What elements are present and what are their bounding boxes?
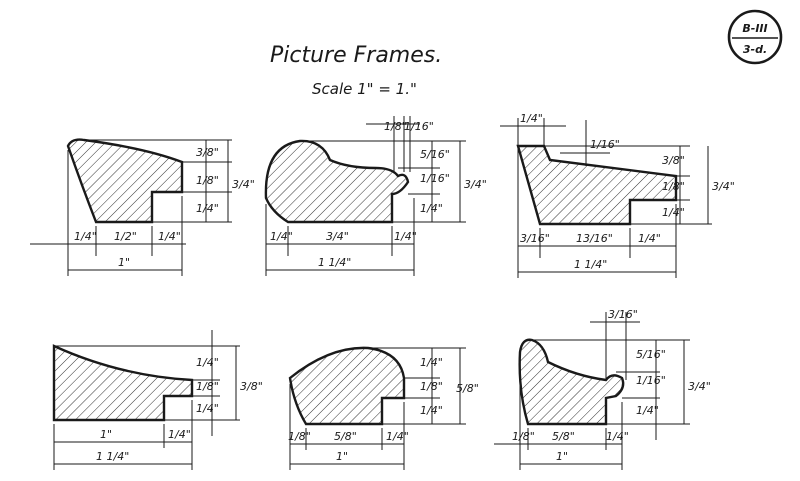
frame-4-dim-7: 1 1/4" (96, 450, 129, 463)
frame-4-dim-1: 1/4" (196, 356, 219, 369)
frame-5-dim-3: 1/4" (420, 404, 443, 417)
frame-4-profile (52, 344, 194, 422)
frame-6-dim-7: 5/8" (552, 430, 575, 443)
frame-3-dim-1: 1/4" (520, 112, 543, 125)
frame-5-dim-8: 1" (336, 450, 348, 463)
frame-4-dim-5: 1" (100, 428, 112, 441)
frame-4-dim-6: 1/4" (168, 428, 191, 441)
frame-3-dim-6: 1 1/4" (574, 258, 607, 271)
frame-2-dim-7: 5/16" (420, 148, 450, 161)
frame-4-dim-3: 1/4" (196, 402, 219, 415)
figure-frame-5: 1/4" 1/8" 1/4" 5/8" 1/8" 5/8" 1/4" 1" (288, 346, 479, 470)
frame-5-dim-7: 1/4" (386, 430, 409, 443)
frame-1-dim-1: 1/4" (74, 230, 97, 243)
frame-1-dim-5: 3/8" (196, 146, 219, 159)
frame-1-profile (66, 138, 184, 224)
plate-number-bottom: 3-d. (743, 43, 767, 56)
frame-1-dim-8: 3/4" (232, 178, 255, 191)
frame-6-dim-2: 5/16" (636, 348, 666, 361)
frame-2-dim-4: 3/4" (326, 230, 349, 243)
frame-2-dim-8: 1/16" (420, 172, 450, 185)
frame-5-dim-1: 1/4" (420, 356, 443, 369)
frame-2-dim-3: 1/4" (270, 230, 293, 243)
frame-2-dim-2: 1/16" (404, 120, 434, 133)
frame-6-dim-8: 1/4" (606, 430, 629, 443)
figure-frame-4: 1/4" 1/8" 1/4" 3/8" 1" 1/4" 1 1/4" (52, 330, 263, 470)
frame-3-dim-5: 1/4" (638, 232, 661, 245)
page-title: Picture Frames. (270, 43, 442, 68)
frame-2-dim-9: 1/4" (420, 202, 443, 215)
plate-badge: B-III 3-d. (727, 9, 783, 65)
frame-2-dim-10: 3/4" (464, 178, 487, 191)
scale-label: Scale 1" = 1." (312, 80, 417, 98)
frame-2-dim-5: 1/4" (394, 230, 417, 243)
frame-3-dim-7: 3/8" (662, 154, 685, 167)
frame-1-dim-4: 1" (118, 256, 130, 269)
frame-5-dim-2: 1/8" (420, 380, 443, 393)
frame-1-dim-2: 1/2" (114, 230, 137, 243)
frame-2-dim-6: 1 1/4" (318, 256, 351, 269)
frame-6-dim-9: 1" (556, 450, 568, 463)
frame-4-dim-2: 1/8" (196, 380, 219, 393)
frame-5-dim-4: 5/8" (456, 382, 479, 395)
frame-1-dim-6: 1/8" (196, 174, 219, 187)
frame-1-dim-7: 1/4" (196, 202, 219, 215)
frame-3-dim-2: 1/16" (590, 138, 620, 151)
frame-3-dim-8: 1/8" (662, 180, 685, 193)
plate-number-top: B-III (742, 22, 767, 35)
figure-frame-2: 1/8" 1/16" 1/4" 3/4" 1/4" 1 1/4" 5/16" 1… (264, 116, 487, 276)
frame-6-dim-5: 3/4" (688, 380, 711, 393)
frame-3-dim-10: 3/4" (712, 180, 735, 193)
frame-3-profile (516, 144, 678, 226)
frame-6-dim-4: 1/4" (636, 404, 659, 417)
figure-frame-3: 1/4" 1/16" 3/16" 13/16" 1/4" 1 1/4" 3/8"… (500, 112, 735, 278)
frame-3-dim-4: 13/16" (576, 232, 613, 245)
frame-5-dim-5: 1/8" (288, 430, 311, 443)
frame-6-profile (518, 338, 625, 426)
frame-5-profile (288, 346, 406, 426)
frame-6-dim-3: 1/16" (636, 374, 666, 387)
frame-1-dim-3: 1/4" (158, 230, 181, 243)
frame-6-dim-1: 3/16" (608, 308, 638, 321)
frame-6-dim-6: 1/8" (512, 430, 535, 443)
figure-frame-6: 3/16" 5/16" 1/16" 1/4" 3/4" 1/8" 5/8" 1/… (494, 308, 711, 470)
frame-2-dim-1: 1/8" (384, 120, 407, 133)
frame-4-dim-4: 3/8" (240, 380, 263, 393)
figure-frame-1: 1/4" 1/2" 1/4" 1" 3/8" 1/8" 1/4" 3/4" (30, 138, 255, 276)
frame-5-dim-6: 5/8" (334, 430, 357, 443)
frame-2-profile (264, 139, 410, 224)
frame-3-dim-9: 1/4" (662, 206, 685, 219)
frame-3-dim-3: 3/16" (520, 232, 550, 245)
